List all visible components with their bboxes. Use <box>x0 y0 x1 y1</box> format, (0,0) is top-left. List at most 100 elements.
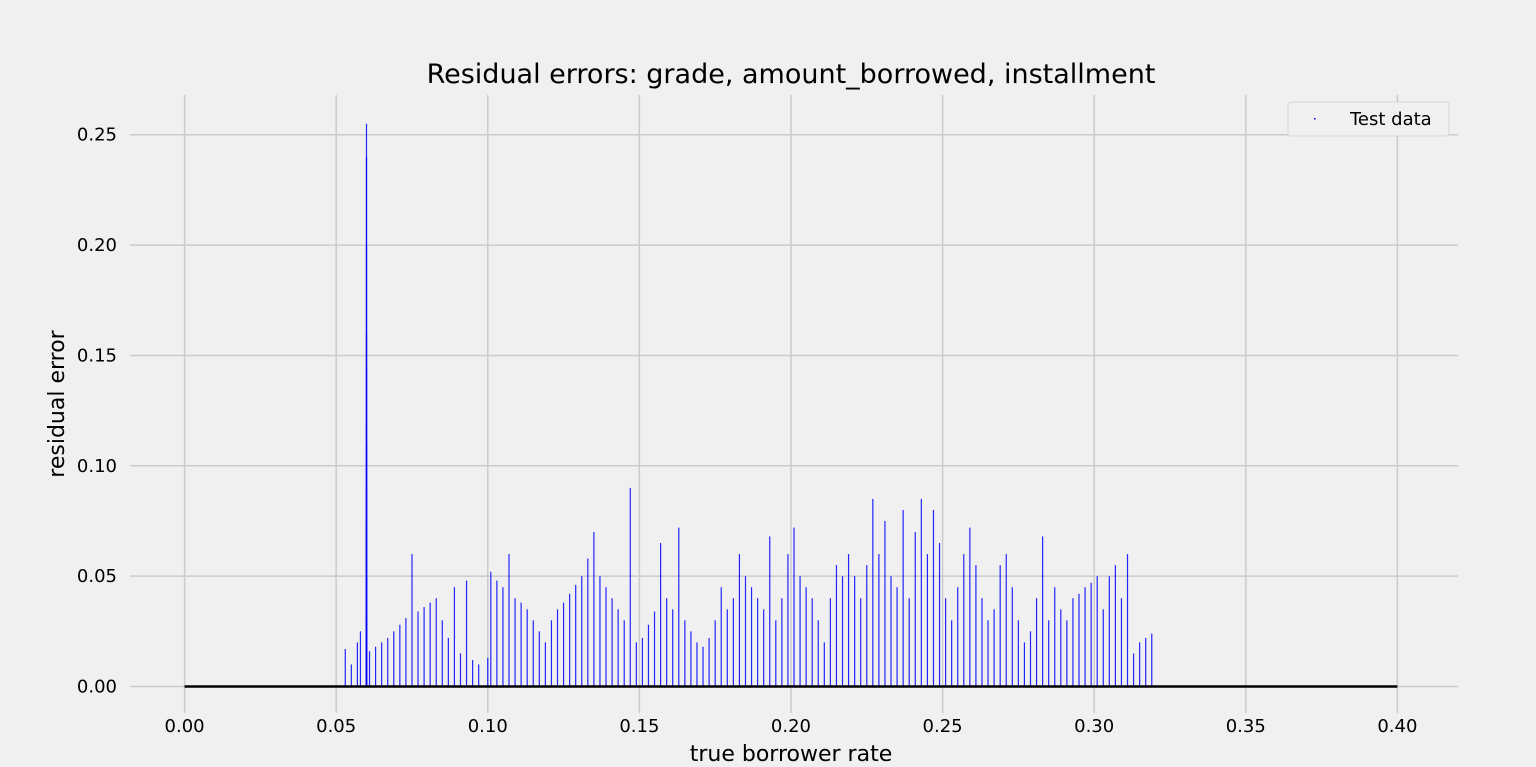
data-point <box>944 598 947 687</box>
data-point <box>678 527 680 687</box>
data-point <box>817 620 819 687</box>
data-point <box>902 509 904 687</box>
data-point <box>490 571 492 687</box>
data-point <box>653 611 656 687</box>
data-point <box>829 598 831 687</box>
data-point <box>508 554 510 687</box>
data-point <box>793 527 795 687</box>
data-point <box>854 576 856 687</box>
data-point <box>750 587 753 687</box>
data-point <box>623 620 625 687</box>
data-point <box>520 602 522 687</box>
data-point <box>938 543 941 687</box>
data-point <box>732 598 734 687</box>
data-point <box>975 565 977 687</box>
data-point <box>957 587 959 687</box>
x-tick-label: 0.15 <box>619 716 659 737</box>
data-point <box>487 657 489 687</box>
data-point <box>453 587 456 687</box>
data-point <box>702 646 704 687</box>
data-point <box>878 554 880 687</box>
data-point <box>356 642 358 687</box>
data-point <box>659 543 662 687</box>
chart-title: Residual errors: grade, amount_borrowed,… <box>427 59 1156 90</box>
data-point <box>1029 631 1032 687</box>
data-point <box>969 527 971 687</box>
y-tick-label: 0.05 <box>77 566 117 587</box>
data-point <box>617 609 619 687</box>
data-point <box>465 580 468 687</box>
data-point <box>1120 598 1123 687</box>
data-point <box>999 565 1001 687</box>
y-tick-labels: 0.00 0.05 0.10 0.15 0.20 0.25 <box>77 125 117 698</box>
data-point <box>429 602 431 687</box>
data-point <box>696 642 698 687</box>
x-tick-label: 0.00 <box>165 716 205 737</box>
data-point <box>872 498 874 687</box>
data-point <box>399 624 401 687</box>
data-point <box>738 554 741 687</box>
data-point <box>417 611 419 687</box>
data-point <box>987 620 989 687</box>
x-tick-label: 0.40 <box>1377 716 1417 737</box>
data-point <box>1114 565 1116 687</box>
data-point <box>641 637 644 687</box>
data-point <box>393 631 395 687</box>
data-point <box>963 554 965 687</box>
data-point <box>556 609 559 687</box>
data-point <box>569 593 571 687</box>
data-point <box>1145 637 1147 687</box>
data-point <box>441 620 443 687</box>
data-point <box>757 598 759 687</box>
data-points <box>344 123 1153 687</box>
data-point <box>496 580 498 687</box>
data-point <box>635 642 637 687</box>
x-tick-label: 0.05 <box>316 716 356 737</box>
data-point <box>411 554 413 687</box>
data-point <box>544 642 546 687</box>
x-tick-label: 0.25 <box>923 716 963 737</box>
data-point <box>611 598 613 687</box>
data-point <box>423 607 425 687</box>
data-point <box>1126 554 1129 687</box>
data-point <box>447 637 449 687</box>
data-point <box>1108 576 1110 687</box>
data-point <box>714 620 716 687</box>
data-point <box>763 609 765 687</box>
data-point <box>1005 554 1007 687</box>
data-point <box>605 587 607 687</box>
data-point <box>744 576 747 687</box>
data-point <box>478 664 480 687</box>
data-point <box>1054 587 1056 687</box>
legend-marker <box>1314 118 1316 120</box>
data-point <box>781 598 783 687</box>
data-point <box>435 598 437 687</box>
data-point <box>647 624 650 687</box>
data-point <box>993 609 995 687</box>
y-tick-label: 0.25 <box>77 125 117 146</box>
legend-entry-test-data: Test data <box>1349 109 1432 130</box>
data-point <box>550 620 553 687</box>
data-point <box>629 487 631 687</box>
data-point <box>823 642 825 687</box>
data-point <box>835 565 838 687</box>
data-point <box>459 653 462 687</box>
y-tick-label: 0.15 <box>77 345 117 366</box>
data-point <box>532 620 534 687</box>
data-point <box>805 587 807 687</box>
x-tick-label: 0.30 <box>1074 716 1114 737</box>
data-point <box>896 587 898 687</box>
data-point <box>769 536 771 687</box>
data-point <box>860 598 862 687</box>
y-axis-label: residual error <box>45 329 70 477</box>
data-point <box>1090 582 1092 687</box>
data-point <box>1072 598 1074 687</box>
data-point <box>951 620 953 687</box>
x-axis-label: true borrower rate <box>690 742 893 767</box>
data-point <box>847 554 850 687</box>
data-point <box>914 532 916 687</box>
data-point <box>538 631 540 687</box>
data-point <box>811 598 813 687</box>
data-point <box>1151 633 1153 687</box>
